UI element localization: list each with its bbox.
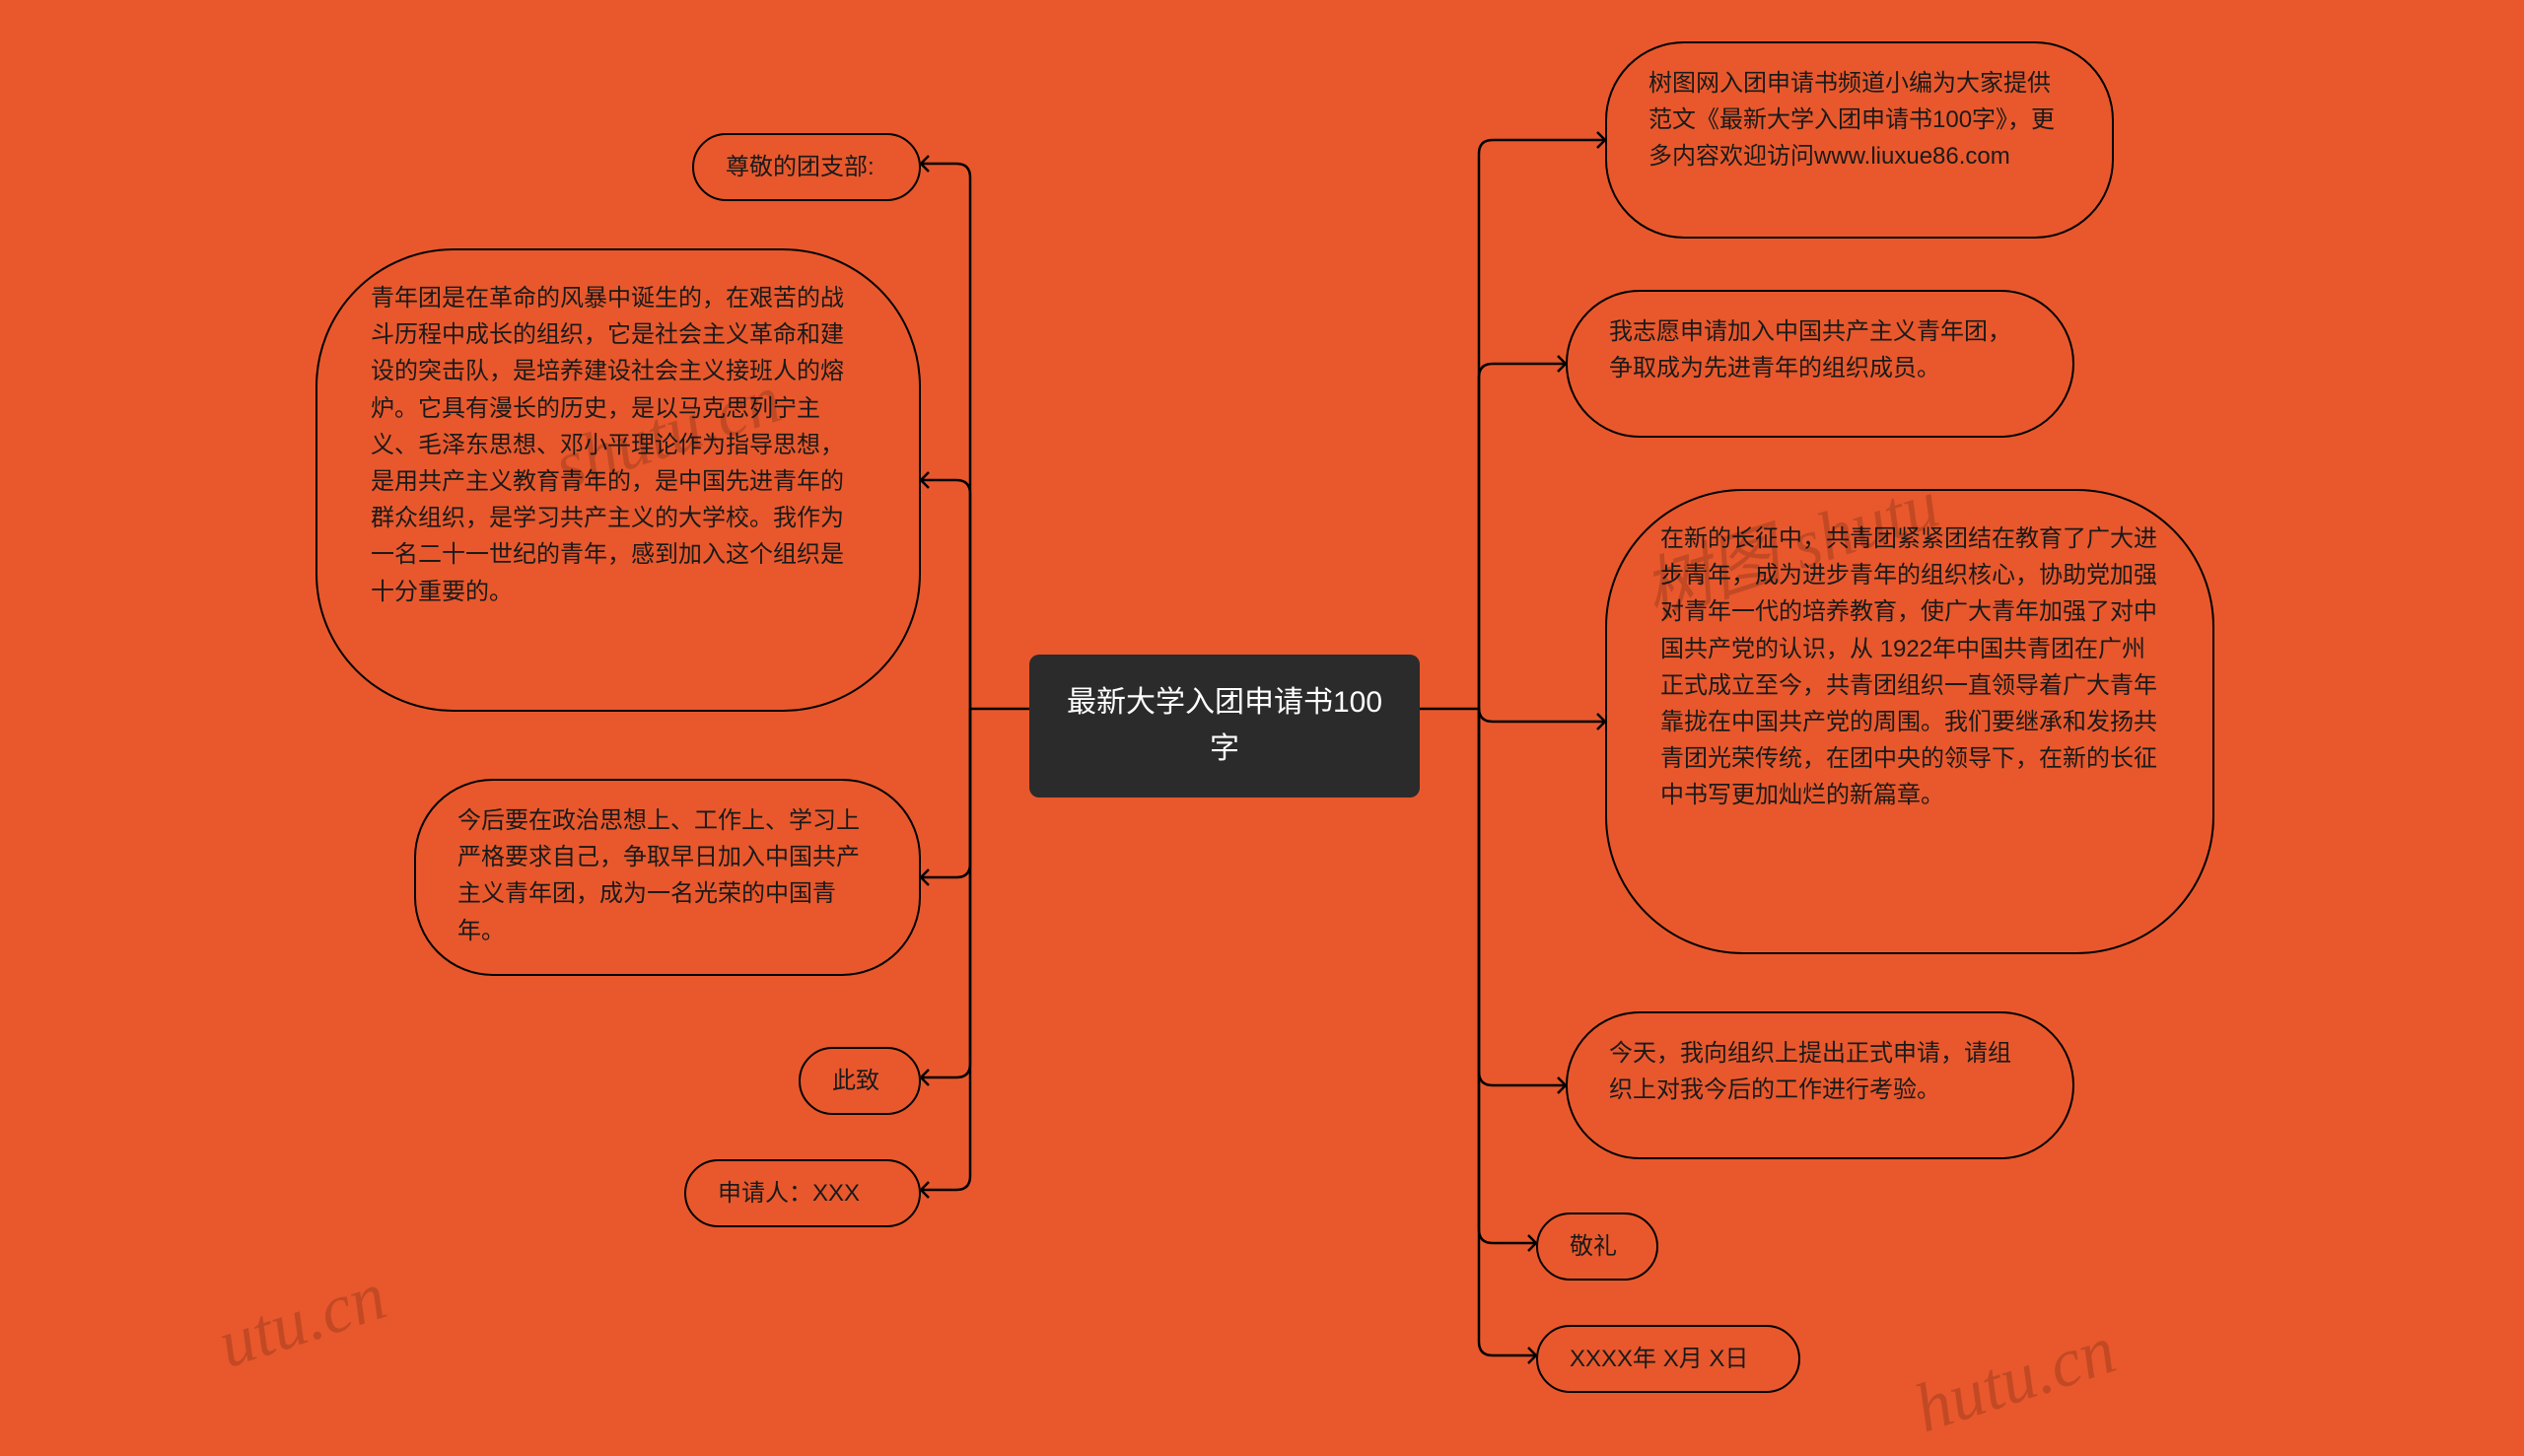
node-l3: 今后要在政治思想上、工作上、学习上严格要求自己，争取早日加入中国共产主义青年团，… [414,779,921,976]
node-r1: 树图网入团申请书频道小编为大家提供范文《最新大学入团申请书100字》，更多内容欢… [1605,41,2114,239]
node-l4: 此致 [799,1047,921,1115]
node-center: 最新大学入团申请书100字 [1029,655,1420,797]
node-r6: XXXX年 X月 X日 [1536,1325,1800,1393]
node-r3: 在新的长征中，共青团紧紧团结在教育了广大进步青年，成为进步青年的组织核心，协助党… [1605,489,2214,954]
node-l1: 尊敬的团支部: [692,133,921,201]
node-l5: 申请人：XXX [684,1159,921,1227]
node-r2: 我志愿申请加入中国共产主义青年团，争取成为先进青年的组织成员。 [1566,290,2074,438]
mindmap-canvas: 最新大学入团申请书100字 尊敬的团支部: 青年团是在革命的风暴中诞生的，在艰苦的战… [0,0,2524,1456]
node-r4: 今天，我向组织上提出正式申请，请组织上对我今后的工作进行考验。 [1566,1011,2074,1159]
watermark-3: hutu.cn [1906,1311,2126,1449]
node-r5: 敬礼 [1536,1213,1658,1281]
node-l2: 青年团是在革命的风暴中诞生的，在艰苦的战斗历程中成长的组织，它是社会主义革命和建… [316,248,921,712]
watermark-2: utu.cn [209,1257,395,1385]
